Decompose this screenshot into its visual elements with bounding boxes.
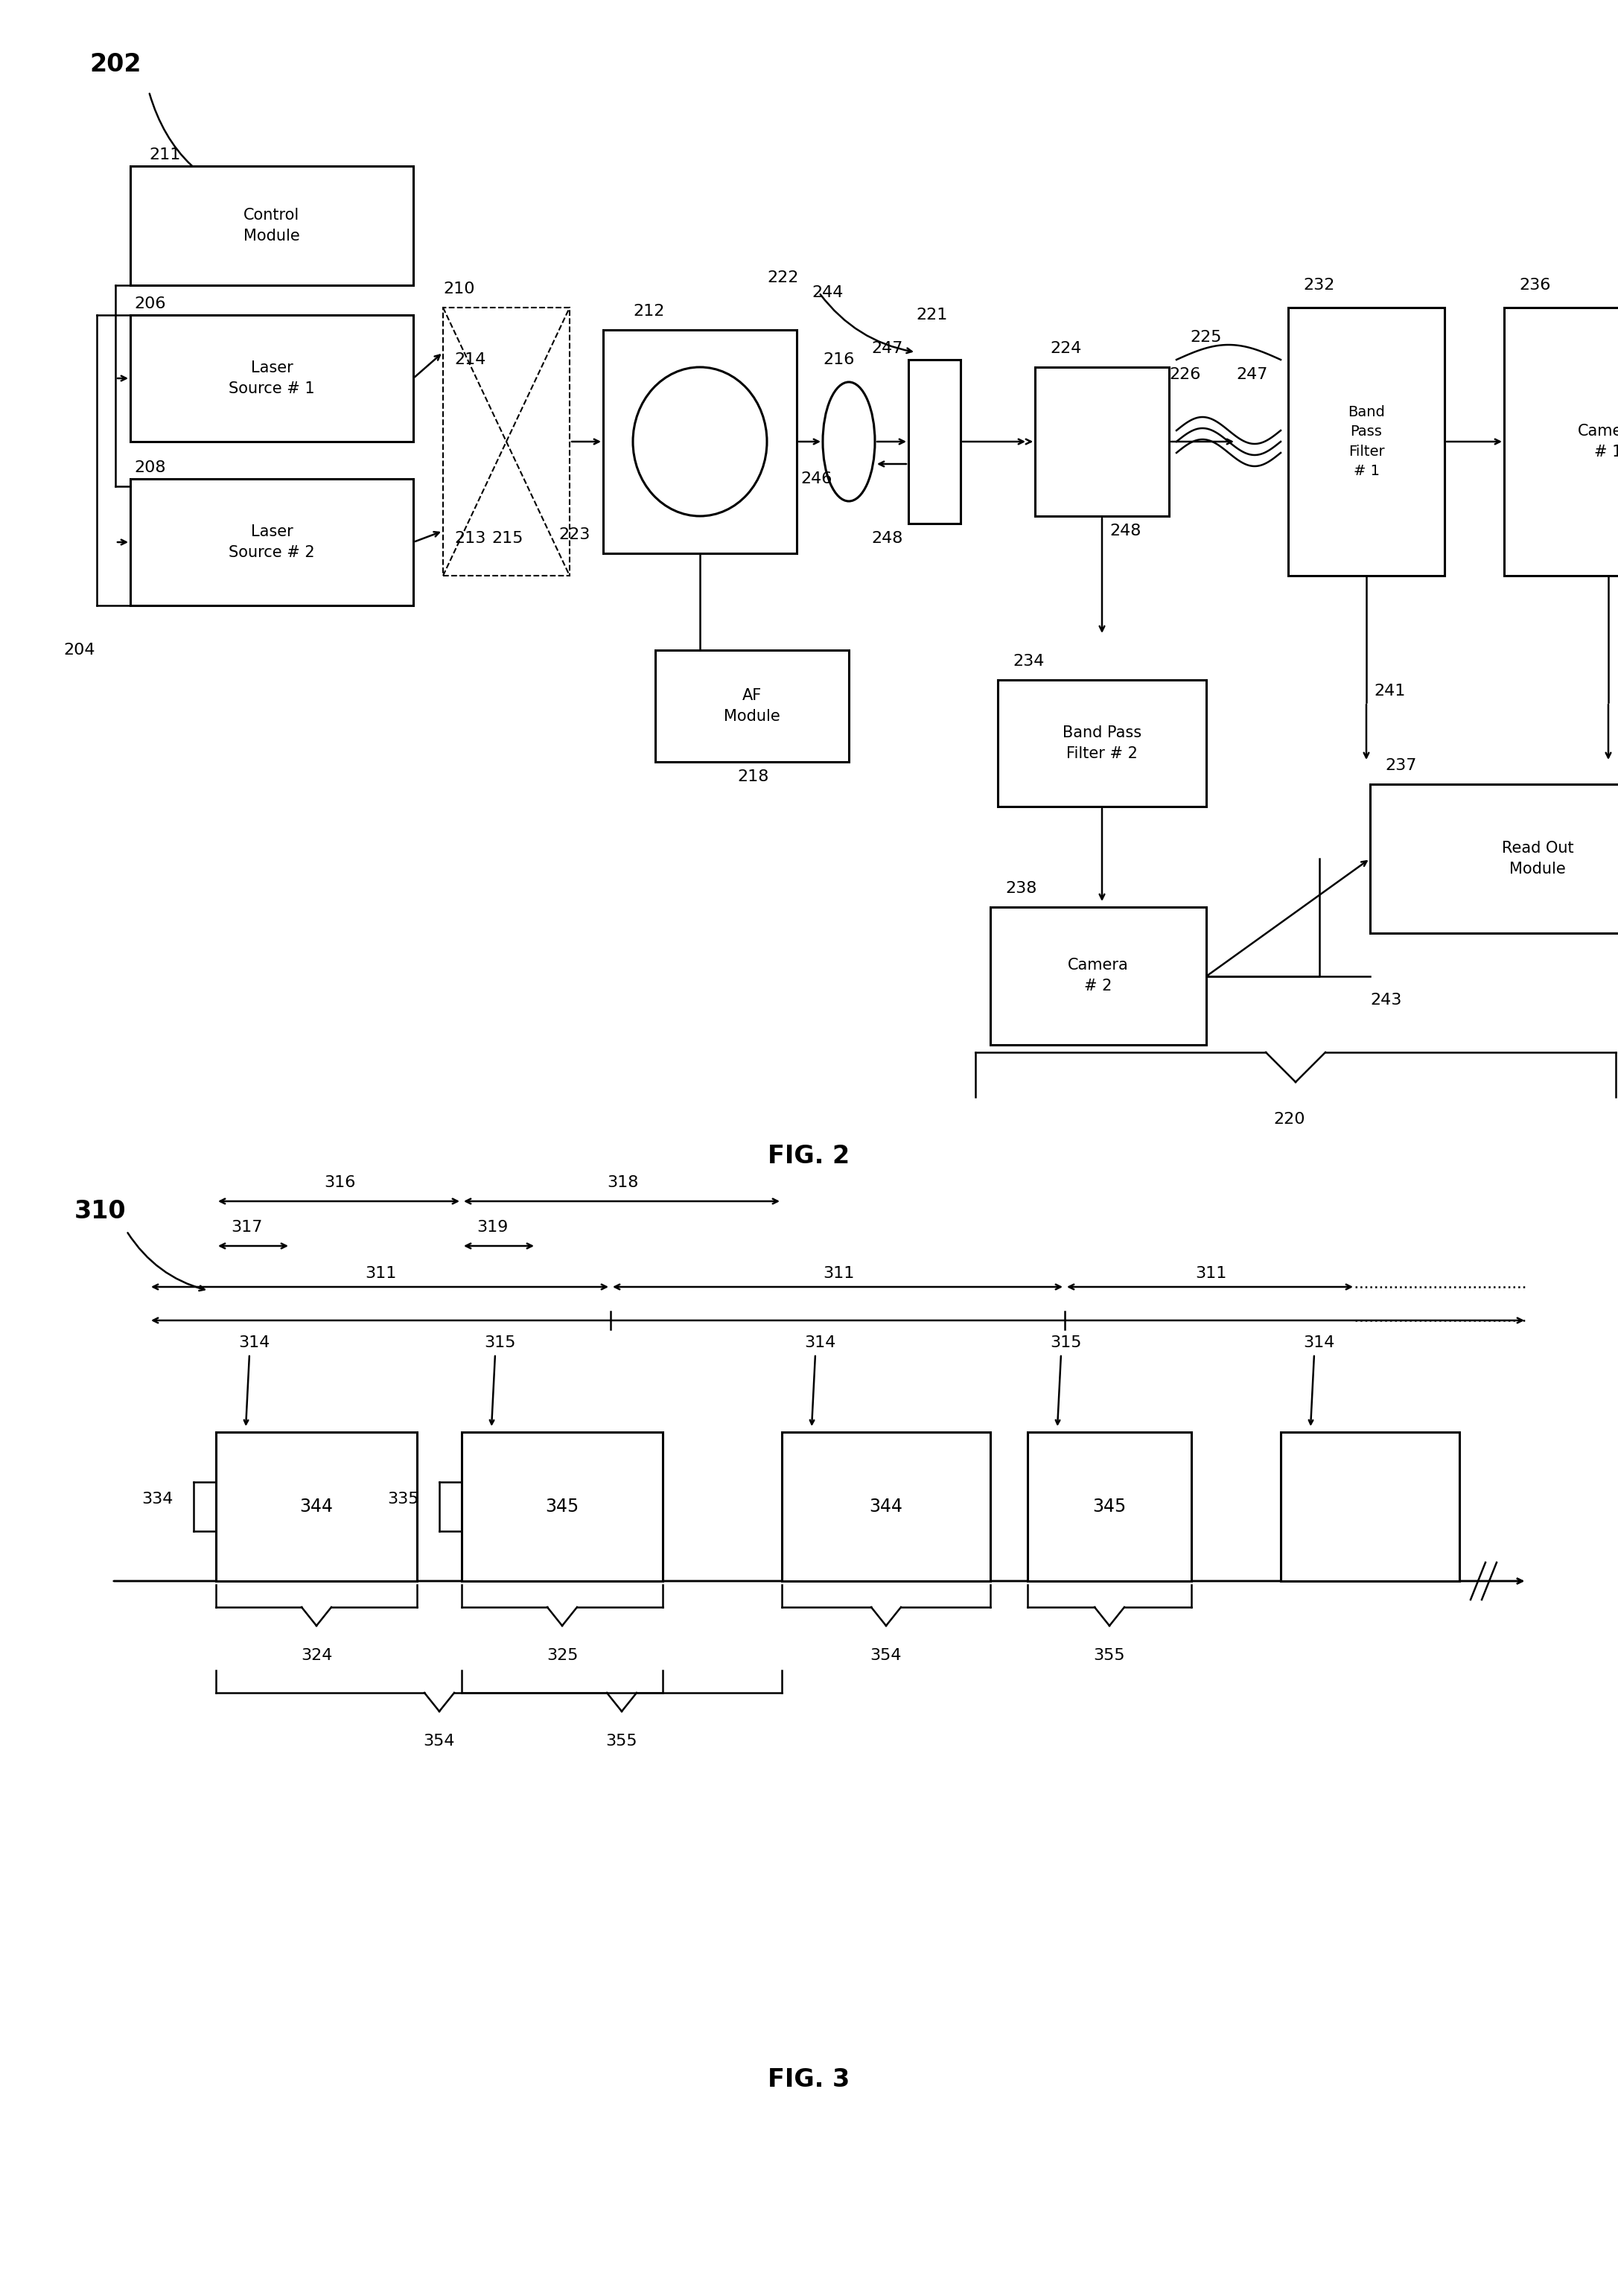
Text: 236: 236 (1519, 278, 1550, 292)
Ellipse shape (824, 381, 875, 501)
Text: 223: 223 (558, 528, 591, 542)
Text: 315: 315 (1050, 1336, 1081, 1350)
Text: Laser
Source # 1: Laser Source # 1 (228, 360, 316, 397)
Text: 316: 316 (324, 1176, 356, 1189)
Text: 214: 214 (455, 351, 485, 367)
Text: 213: 213 (455, 530, 485, 546)
Text: 354: 354 (424, 1733, 455, 1750)
Text: 212: 212 (633, 303, 665, 319)
Bar (131, 315, 413, 441)
Text: 232: 232 (1302, 278, 1335, 292)
Text: 202: 202 (89, 53, 141, 76)
Text: 248: 248 (1110, 523, 1141, 540)
Text: 355: 355 (1094, 1649, 1125, 1662)
Text: 206: 206 (134, 296, 165, 312)
Text: 319: 319 (477, 1219, 508, 1235)
Text: Camera
# 1: Camera # 1 (1578, 425, 1618, 459)
Text: 218: 218 (738, 769, 769, 785)
Bar (1281, 1433, 1459, 1582)
Text: 335: 335 (387, 1492, 419, 1506)
Text: 344: 344 (299, 1497, 333, 1515)
Text: Control
Module: Control Module (244, 207, 299, 243)
Text: 354: 354 (870, 1649, 901, 1662)
Text: Laser
Source # 2: Laser Source # 2 (228, 523, 316, 560)
Text: Band
Pass
Filter
# 1: Band Pass Filter # 1 (1348, 404, 1385, 478)
Bar (655, 650, 849, 762)
Bar (990, 907, 1207, 1045)
Text: 220: 220 (1273, 1111, 1304, 1127)
Bar (908, 360, 961, 523)
Text: 226: 226 (1170, 367, 1201, 381)
Text: 210: 210 (443, 282, 474, 296)
Text: 334: 334 (141, 1492, 173, 1506)
Text: 248: 248 (870, 530, 903, 546)
Text: 355: 355 (605, 1733, 637, 1750)
Text: 310: 310 (74, 1199, 126, 1224)
Text: 204: 204 (63, 643, 95, 657)
Text: 311: 311 (1196, 1265, 1226, 1281)
Text: 247: 247 (1236, 367, 1267, 381)
Text: 247: 247 (870, 342, 903, 356)
Bar (215, 1433, 417, 1582)
Bar (781, 1433, 990, 1582)
Ellipse shape (633, 367, 767, 517)
Text: 344: 344 (869, 1497, 903, 1515)
Text: 314: 314 (238, 1336, 270, 1350)
Text: 345: 345 (545, 1497, 579, 1515)
Bar (998, 680, 1207, 806)
Text: 317: 317 (231, 1219, 262, 1235)
Bar (1027, 1433, 1191, 1582)
Text: 222: 222 (767, 271, 798, 285)
Text: 314: 314 (804, 1336, 837, 1350)
Text: 221: 221 (916, 308, 948, 321)
Text: Camera
# 2: Camera # 2 (1068, 957, 1129, 994)
Text: 237: 237 (1385, 758, 1416, 774)
Text: 315: 315 (484, 1336, 516, 1350)
Text: FIG. 2: FIG. 2 (767, 1143, 849, 1169)
Text: 243: 243 (1370, 992, 1401, 1008)
Bar (1370, 785, 1618, 932)
Text: 314: 314 (1302, 1336, 1335, 1350)
Bar (1505, 308, 1618, 576)
Text: FIG. 3: FIG. 3 (767, 2069, 849, 2092)
Bar (131, 480, 413, 606)
Bar (604, 331, 796, 553)
Text: 244: 244 (812, 285, 843, 301)
Text: 224: 224 (1050, 342, 1081, 356)
Bar (461, 1433, 663, 1582)
Bar (1288, 308, 1445, 576)
Text: Band Pass
Filter # 2: Band Pass Filter # 2 (1063, 726, 1142, 760)
Text: 325: 325 (547, 1649, 578, 1662)
Text: 345: 345 (1092, 1497, 1126, 1515)
Text: 225: 225 (1191, 331, 1222, 344)
Text: 318: 318 (607, 1176, 639, 1189)
Text: 216: 216 (824, 351, 854, 367)
Bar (131, 165, 413, 285)
Text: AF
Module: AF Module (723, 689, 780, 723)
Text: 238: 238 (1005, 882, 1037, 895)
Bar (443, 308, 570, 576)
Text: Read Out
Module: Read Out Module (1502, 840, 1574, 877)
Text: 324: 324 (301, 1649, 332, 1662)
Text: 246: 246 (801, 471, 832, 487)
Text: 241: 241 (1374, 684, 1406, 698)
Bar (1036, 367, 1170, 517)
Text: 211: 211 (149, 147, 181, 163)
Text: 234: 234 (1013, 654, 1044, 668)
Text: 311: 311 (364, 1265, 396, 1281)
Text: 208: 208 (134, 459, 165, 475)
Text: 215: 215 (492, 530, 523, 546)
Text: 311: 311 (824, 1265, 854, 1281)
